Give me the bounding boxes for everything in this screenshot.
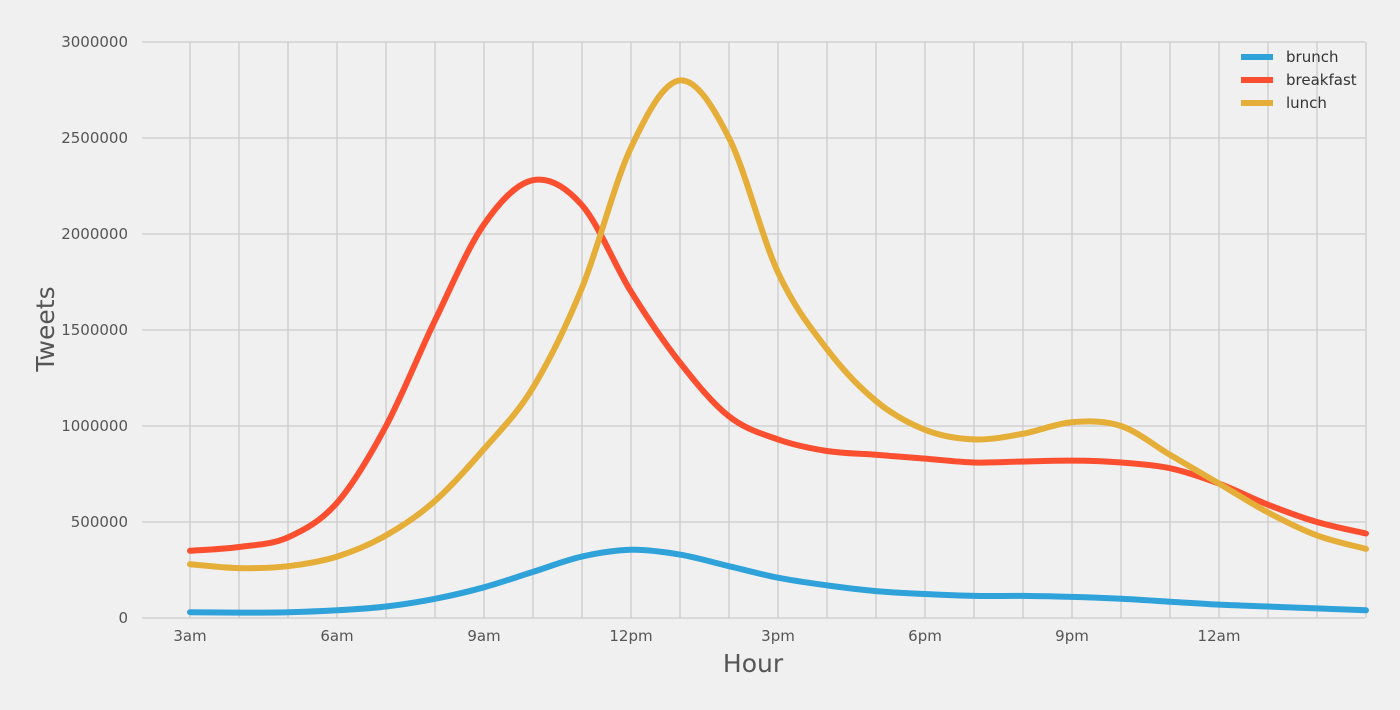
x-tick-label: 9am	[467, 627, 500, 645]
y-axis-title: Tweets	[31, 286, 60, 372]
x-tick-label: 12pm	[609, 627, 652, 645]
legend-label-lunch: lunch	[1286, 94, 1327, 112]
y-tick-label: 1500000	[61, 321, 128, 339]
legend-label-breakfast: breakfast	[1286, 71, 1357, 89]
series-line-lunch	[187, 77, 1369, 572]
x-tick-label: 3am	[173, 627, 206, 645]
y-tick-label: 2500000	[61, 129, 128, 147]
tick-labels: 0 500000 1000000 1500000 2000000 2500000 30000…	[61, 33, 1240, 645]
x-axis-title: Hour	[723, 649, 784, 678]
x-tick-label: 12am	[1198, 627, 1241, 645]
legend-label-brunch: brunch	[1286, 48, 1338, 66]
series-line-brunch	[187, 546, 1369, 616]
series-lines	[187, 77, 1369, 616]
y-tick-label: 0	[118, 609, 128, 627]
x-tick-label: 6pm	[908, 627, 942, 645]
y-tick-label: 1000000	[61, 417, 128, 435]
y-tick-label: 3000000	[61, 33, 128, 51]
y-tick-label: 2000000	[61, 225, 128, 243]
legend: brunch breakfast lunch	[1241, 48, 1357, 112]
x-tick-label: 9pm	[1055, 627, 1089, 645]
series-line-breakfast	[187, 176, 1369, 554]
grid	[142, 41, 1367, 619]
x-tick-label: 6am	[320, 627, 353, 645]
y-tick-label: 500000	[71, 513, 128, 531]
x-tick-label: 3pm	[761, 627, 795, 645]
